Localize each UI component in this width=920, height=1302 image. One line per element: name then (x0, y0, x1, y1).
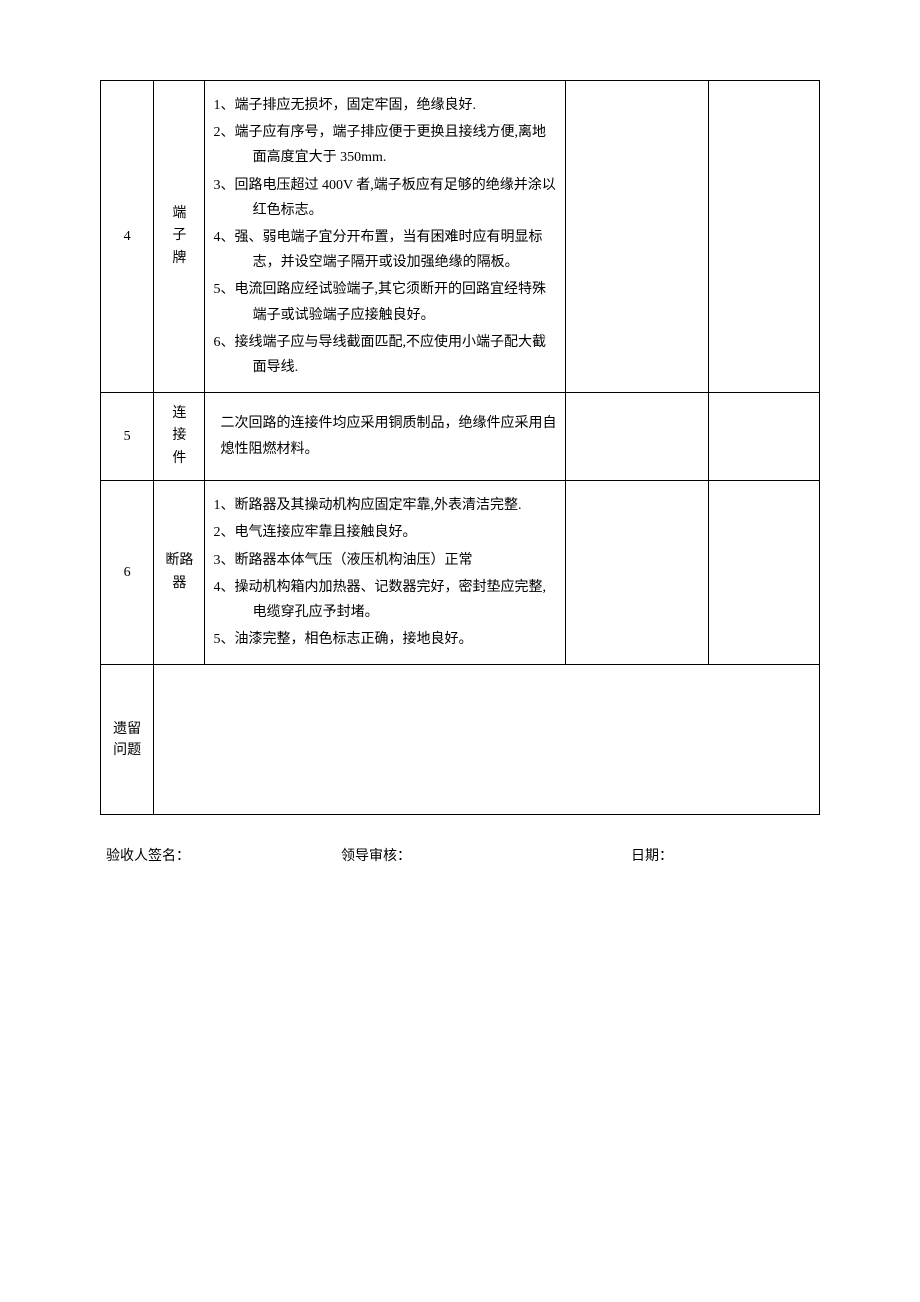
remaining-content (154, 665, 820, 815)
category-text: 连接件 (172, 406, 186, 466)
blank-cell (565, 81, 708, 393)
list-item: 2、端子应有序号，端子排应便于更换且接线方便,离地面高度宜大于 350mm. (213, 120, 557, 170)
row-number: 4 (101, 81, 154, 393)
row-content: 二次回路的连接件均应采用铜质制品，绝缘件应采用自熄性阻燃材料。 (205, 393, 566, 481)
list-item: 3、回路电压超过 400V 者,端子板应有足够的绝缘并涂以红色标志。 (213, 173, 557, 223)
blank-cell (709, 393, 820, 481)
list-item: 4、操动机构箱内加热器、记数器完好，密封垫应完整,电缆穿孔应予封堵。 (213, 575, 557, 625)
date-label: 日期： (631, 845, 673, 865)
remaining-label: 遗留问题 (101, 665, 154, 815)
table-row: 6 断路器 1、断路器及其操动机构应固定牢靠,外表清洁完整. 2、电气连接应牢靠… (101, 481, 820, 665)
list-item: 4、强、弱电端子宜分开布置，当有困难时应有明显标志，并设空端子隔开或设加强绝缘的… (213, 225, 557, 275)
content-text: 二次回路的连接件均应采用铜质制品，绝缘件应采用自熄性阻燃材料。 (213, 411, 557, 461)
blank-cell (709, 481, 820, 665)
row-content: 1、断路器及其操动机构应固定牢靠,外表清洁完整. 2、电气连接应牢靠且接触良好。… (205, 481, 566, 665)
list-item: 1、断路器及其操动机构应固定牢靠,外表清洁完整. (213, 493, 557, 518)
row-category: 断路器 (154, 481, 205, 665)
list-item: 2、电气连接应牢靠且接触良好。 (213, 520, 557, 545)
list-item: 1、端子排应无损坏，固定牢固，绝缘良好. (213, 93, 557, 118)
category-text: 断路器 (165, 553, 193, 590)
list-item: 5、电流回路应经试验端子,其它须断开的回路宜经特殊端子或试验端子应接触良好。 (213, 277, 557, 327)
row-number: 5 (101, 393, 154, 481)
list-item: 3、断路器本体气压（液压机构油压）正常 (213, 548, 557, 573)
blank-cell (565, 393, 708, 481)
table-row: 5 连接件 二次回路的连接件均应采用铜质制品，绝缘件应采用自熄性阻燃材料。 (101, 393, 820, 481)
list-item: 5、油漆完整，相色标志正确，接地良好。 (213, 627, 557, 652)
leader-review-label: 领导审核： (341, 845, 631, 865)
content-list: 1、端子排应无损坏，固定牢固，绝缘良好. 2、端子应有序号，端子排应便于更换且接… (213, 93, 557, 380)
category-text: 端子牌 (172, 206, 186, 266)
table-row: 4 端子牌 1、端子排应无损坏，固定牢固，绝缘良好. 2、端子应有序号，端子排应… (101, 81, 820, 393)
signature-row: 验收人签名： 领导审核： 日期： (100, 845, 820, 865)
content-list: 1、断路器及其操动机构应固定牢靠,外表清洁完整. 2、电气连接应牢靠且接触良好。… (213, 493, 557, 652)
blank-cell (565, 481, 708, 665)
list-item: 6、接线端子应与导线截面匹配,不应使用小端子配大截面导线. (213, 330, 557, 380)
row-content: 1、端子排应无损坏，固定牢固，绝缘良好. 2、端子应有序号，端子排应便于更换且接… (205, 81, 566, 393)
row-number: 6 (101, 481, 154, 665)
blank-cell (709, 81, 820, 393)
row-category: 连接件 (154, 393, 205, 481)
remaining-issues-row: 遗留问题 (101, 665, 820, 815)
inspection-table: 4 端子牌 1、端子排应无损坏，固定牢固，绝缘良好. 2、端子应有序号，端子排应… (100, 80, 820, 815)
row-category: 端子牌 (154, 81, 205, 393)
inspector-signature-label: 验收人签名： (106, 845, 341, 865)
remaining-label-text: 遗留问题 (113, 722, 141, 758)
